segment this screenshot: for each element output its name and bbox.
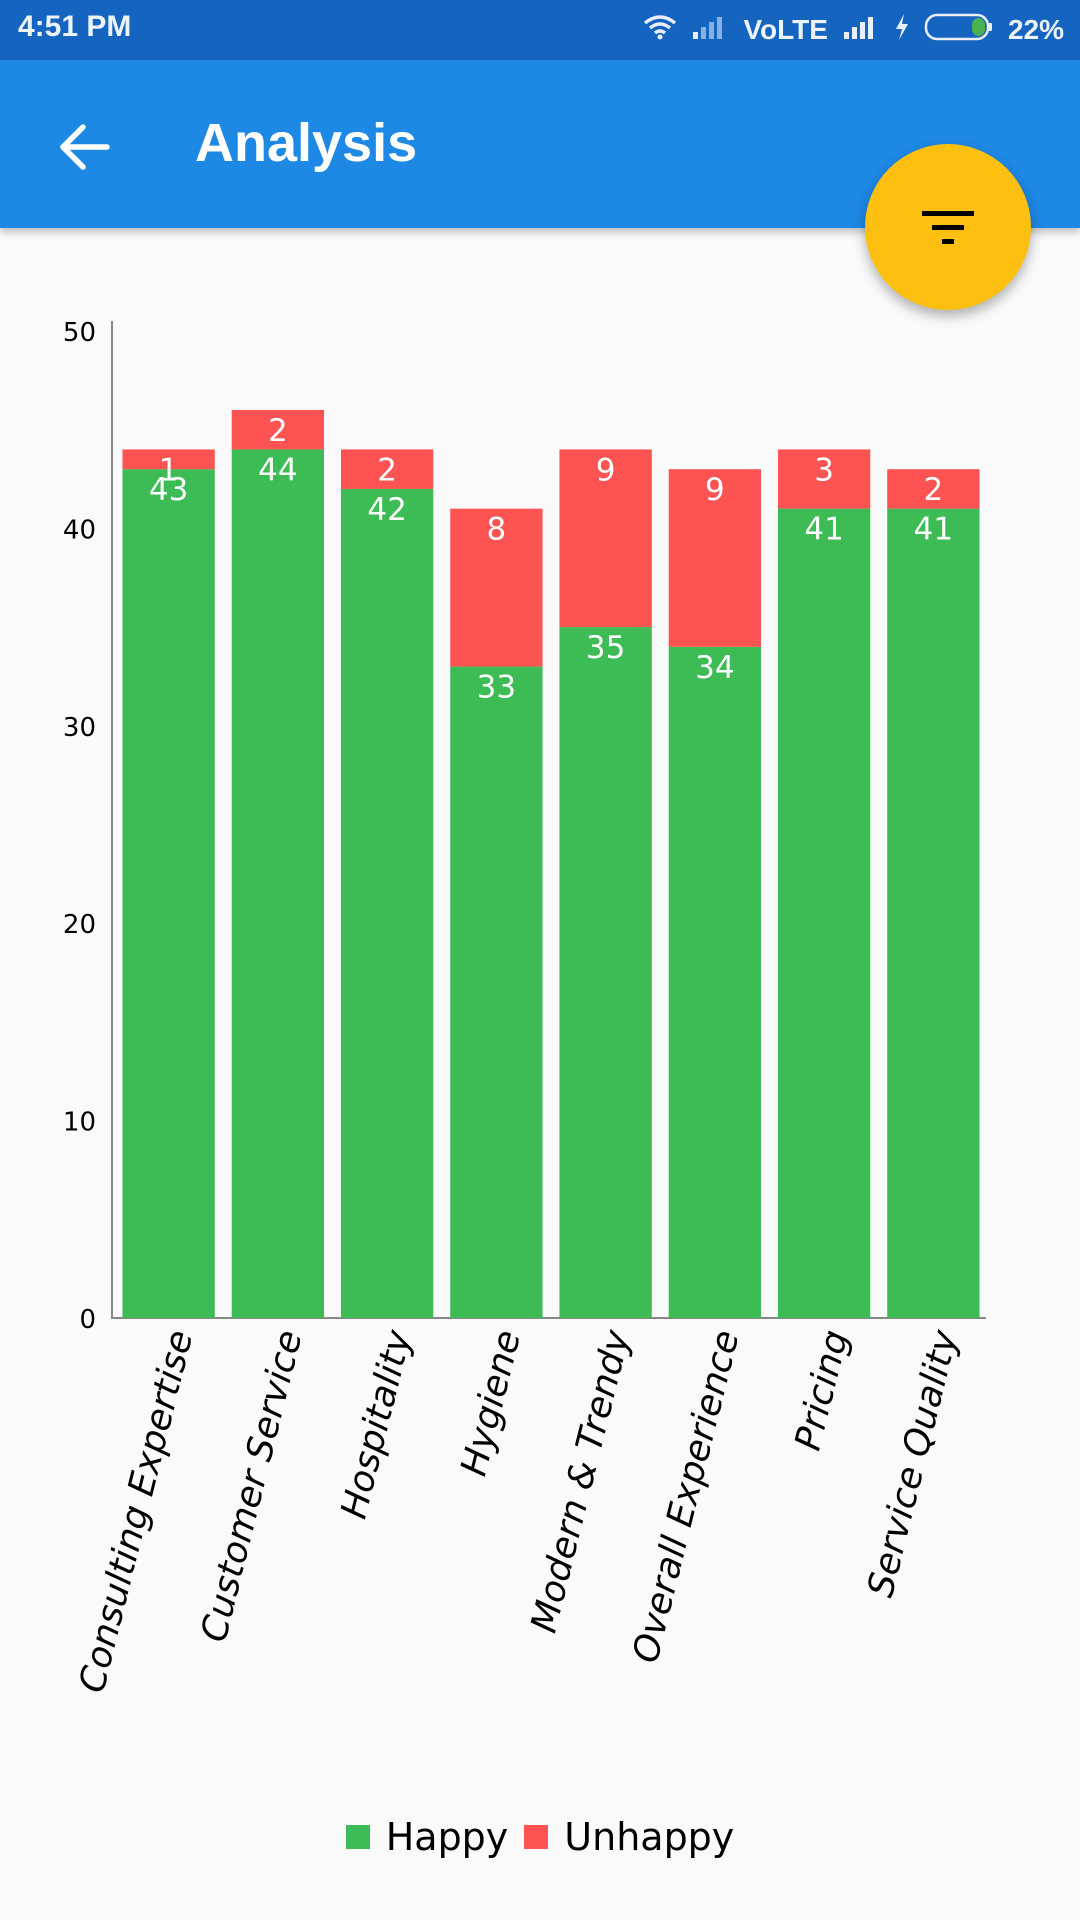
x-tick-label: Consulting Expertise bbox=[72, 1326, 202, 1697]
x-tick-label: Hygiene bbox=[453, 1326, 529, 1480]
y-tick-label: 40 bbox=[63, 515, 96, 545]
bar-unhappy bbox=[559, 449, 652, 628]
data-label-happy: 41 bbox=[914, 512, 953, 548]
legend-swatch-happy bbox=[345, 1825, 370, 1849]
data-label-unhappy: 9 bbox=[596, 452, 616, 488]
data-label-happy: 43 bbox=[149, 472, 188, 508]
x-tick-label: Hospitality bbox=[334, 1326, 420, 1523]
data-label-happy: 44 bbox=[258, 452, 297, 488]
arrow-back-icon bbox=[60, 124, 110, 170]
bar-unhappy bbox=[668, 469, 762, 647]
page-title: Analysis bbox=[195, 113, 418, 173]
bar-unhappy bbox=[231, 409, 325, 450]
charging-icon bbox=[894, 13, 910, 48]
data-label-unhappy: 2 bbox=[377, 452, 397, 488]
bar-unhappy bbox=[450, 508, 543, 667]
legend-swatch-unhappy bbox=[524, 1825, 549, 1849]
x-tick-label: Modern & Trendy bbox=[524, 1326, 639, 1637]
legend-label-happy: Happy bbox=[385, 1815, 509, 1859]
y-tick-label: 0 bbox=[79, 1305, 96, 1335]
legend-label-unhappy: Unhappy bbox=[564, 1815, 735, 1859]
bar-unhappy bbox=[777, 449, 871, 509]
battery-icon bbox=[924, 12, 994, 49]
bar-happy bbox=[122, 469, 215, 1318]
x-tick-label: Pricing bbox=[788, 1326, 857, 1454]
status-bar: 4:51 PM VoLTE bbox=[0, 0, 1080, 60]
data-label-happy: 34 bbox=[695, 650, 734, 686]
bar-happy bbox=[450, 666, 543, 1318]
network-label: VoLTE bbox=[743, 14, 828, 45]
status-icons: VoLTE 22% bbox=[629, 0, 1064, 60]
back-button[interactable] bbox=[40, 102, 130, 192]
bar-unhappy bbox=[340, 449, 434, 489]
data-label-unhappy: 9 bbox=[705, 472, 725, 508]
legend-item-happy: Happy bbox=[345, 1815, 509, 1859]
data-label-unhappy: 3 bbox=[814, 452, 834, 488]
data-label-happy: 33 bbox=[477, 670, 516, 706]
x-tick-label: Overall Experience bbox=[625, 1326, 747, 1667]
filter-button[interactable] bbox=[865, 144, 1031, 310]
bar-happy bbox=[668, 646, 762, 1318]
wifi-icon bbox=[643, 14, 677, 47]
bar-happy bbox=[777, 508, 871, 1318]
bar-unhappy bbox=[887, 469, 980, 509]
data-label-unhappy: 8 bbox=[487, 512, 507, 548]
legend-item-unhappy: Unhappy bbox=[524, 1815, 734, 1859]
data-label-unhappy: 1 bbox=[159, 452, 179, 488]
data-label-unhappy: 2 bbox=[924, 472, 944, 508]
y-tick-label: 50 bbox=[63, 318, 96, 348]
chart-legend: Happy Unhappy bbox=[0, 1815, 1080, 1859]
data-label-happy: 41 bbox=[804, 512, 843, 548]
y-tick-label: 30 bbox=[63, 713, 96, 743]
data-label-unhappy: 2 bbox=[268, 413, 288, 449]
x-tick-label: Customer Service bbox=[194, 1326, 311, 1646]
bar-happy bbox=[340, 488, 434, 1318]
filter-icon bbox=[922, 211, 974, 244]
data-label-happy: 42 bbox=[367, 492, 406, 528]
signal-weak-icon bbox=[691, 14, 729, 47]
bar-unhappy bbox=[122, 449, 215, 470]
bar-happy bbox=[887, 508, 980, 1318]
status-time: 4:51 PM bbox=[18, 10, 132, 43]
signal-icon bbox=[842, 14, 880, 47]
bar-happy bbox=[231, 449, 325, 1318]
y-tick-label: 10 bbox=[63, 1108, 96, 1138]
battery-percent: 22% bbox=[1007, 14, 1064, 45]
x-tick-label: Service Quality bbox=[860, 1326, 966, 1602]
data-label-happy: 35 bbox=[586, 630, 625, 666]
y-tick-label: 20 bbox=[63, 910, 96, 940]
bar-happy bbox=[559, 627, 652, 1318]
